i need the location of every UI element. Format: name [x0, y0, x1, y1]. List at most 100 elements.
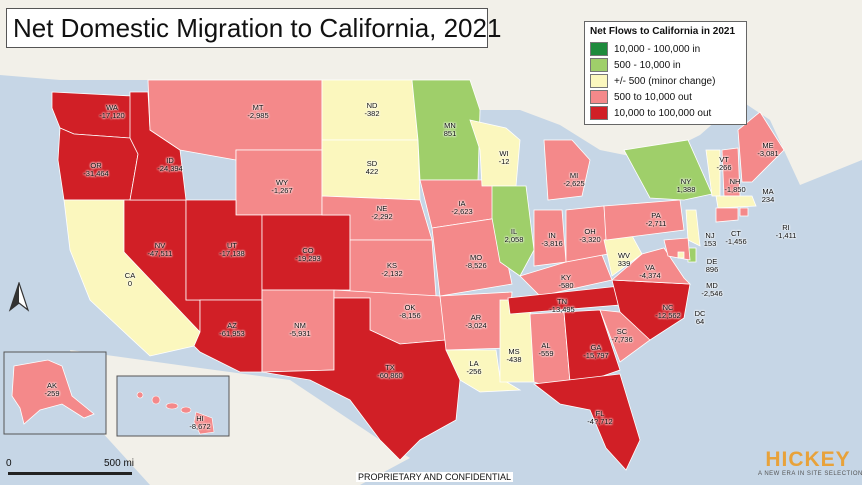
- state-label-ne: NE -2,292: [371, 205, 392, 221]
- state-value: -15,797: [583, 351, 609, 360]
- state-abbr: MA: [762, 187, 774, 196]
- state-value: 1,388: [676, 185, 696, 194]
- state-label-vt: VT -266: [716, 156, 731, 172]
- state-value: 2,058: [504, 235, 524, 244]
- state-label-nc: NC -12,562: [655, 304, 680, 320]
- state-abbr: KS: [386, 261, 397, 270]
- state-label-id: ID -24,394: [157, 157, 182, 173]
- state-value: 851: [443, 129, 457, 138]
- state-abbr: OR: [90, 161, 102, 170]
- state-value: -2,546: [701, 289, 723, 298]
- state-abbr: VA: [645, 263, 655, 272]
- state-abbr: HI: [196, 414, 204, 423]
- state-label-fl: FL -4?,712: [587, 410, 612, 426]
- state-value: -259: [44, 389, 60, 398]
- state-label-or: OR -31,464: [83, 162, 108, 178]
- state-label-dc: DC 64: [695, 310, 706, 326]
- state-label-nh: NH -1,850: [724, 178, 745, 194]
- legend-label: 500 - 10,000 in: [614, 59, 681, 71]
- state-abbr: NV: [154, 241, 166, 250]
- state-label-nj: NJ 153: [704, 232, 717, 248]
- state-label-la: LA -256: [466, 360, 481, 376]
- state-label-ny: NY 1,388: [677, 178, 696, 194]
- state-value: -3,081: [757, 149, 779, 158]
- legend-swatch: [590, 58, 608, 72]
- state-ky: [519, 249, 613, 297]
- state-abbr: UT: [227, 241, 237, 250]
- state-label-oh: OH -3,320: [579, 228, 600, 244]
- state-value: -4?,712: [587, 417, 613, 426]
- state-abbr: DC: [694, 309, 706, 318]
- hickey-logo: HICKEY A NEW ERA IN SITE SELECTION: [758, 448, 862, 478]
- state-value: -13,495: [549, 305, 575, 314]
- brand-tagline: A NEW ERA IN SITE SELECTION: [758, 471, 862, 477]
- state-value: -47,511: [147, 249, 173, 258]
- legend-item: 500 to 10,000 out: [590, 89, 741, 105]
- state-label-de: DE 896: [706, 258, 719, 274]
- alaska-shape: [11, 359, 95, 425]
- state-label-ma: MA 234: [762, 188, 775, 204]
- scale-bar: [8, 472, 132, 475]
- legend-swatch: [590, 106, 608, 120]
- state-ri: [739, 207, 749, 217]
- scale-zero-label: 0: [6, 458, 12, 469]
- state-value: 422: [365, 167, 379, 176]
- state-label-wa: WA -17,120: [99, 104, 124, 120]
- state-label-mi: MI -2,625: [563, 172, 584, 188]
- state-mo: [431, 217, 513, 297]
- legend-swatch: [590, 90, 608, 104]
- legend-swatch: [590, 42, 608, 56]
- state-label-pa: PA -2,711: [646, 212, 667, 228]
- state-label-sc: SC -7,736: [611, 328, 632, 344]
- confidential-notice: PROPRIETARY AND CONFIDENTIAL: [356, 472, 514, 482]
- state-abbr: IA: [458, 199, 466, 208]
- state-value: -61,953: [219, 329, 245, 338]
- legend-item: 10,000 - 100,000 in: [590, 41, 741, 57]
- legend-swatch: [590, 74, 608, 88]
- state-abbr: NJ: [705, 231, 715, 240]
- state-abbr: RI: [782, 223, 790, 232]
- state-ny: [623, 139, 713, 201]
- state-label-tn: TN -13,495: [549, 298, 574, 314]
- state-value: -3,816: [541, 239, 563, 248]
- state-abbr: CA: [124, 271, 136, 280]
- state-value: -3,024: [465, 321, 487, 330]
- state-value: -559: [538, 349, 554, 358]
- state-label-tx: TX -60,860: [377, 364, 402, 380]
- state-value: -12,562: [655, 311, 681, 320]
- state-label-ut: UT -17,138: [219, 242, 244, 258]
- state-label-ia: IA -2,623: [451, 200, 472, 216]
- state-mi: [543, 139, 591, 201]
- state-abbr: MI: [569, 171, 579, 180]
- state-nj: [685, 209, 701, 247]
- state-value: -31,464: [83, 169, 109, 178]
- state-value: -580: [558, 281, 574, 290]
- legend-label: 500 to 10,000 out: [614, 91, 692, 103]
- state-value: -382: [364, 109, 380, 118]
- state-value: -4,374: [639, 271, 661, 280]
- scale-end-label: 500 mi: [104, 458, 135, 469]
- legend-item: +/- 500 (minor change): [590, 73, 741, 89]
- state-abbr: NE: [376, 204, 388, 213]
- state-value: -8,526: [465, 261, 487, 270]
- state-label-ga: GA -15,797: [583, 344, 608, 360]
- state-value: -266: [716, 163, 732, 172]
- state-value: -2,711: [645, 219, 667, 228]
- state-label-nm: NM -5,931: [289, 322, 310, 338]
- brand-name: HICKEY: [765, 448, 851, 471]
- state-abbr: IN: [548, 231, 556, 240]
- state-label-va: VA -4,374: [639, 264, 660, 280]
- state-abbr: SD: [366, 159, 378, 168]
- state-abbr: TX: [385, 363, 395, 372]
- state-value: -17,138: [219, 249, 245, 258]
- state-abbr: AL: [541, 341, 551, 350]
- state-label-sd: SD 422: [366, 160, 379, 176]
- state-abbr: WA: [106, 103, 118, 112]
- state-fl: [532, 373, 641, 471]
- state-label-ks: KS -2,132: [381, 262, 402, 278]
- state-label-ky: KY -580: [558, 274, 573, 290]
- state-pa: [603, 199, 685, 241]
- state-abbr: OH: [584, 227, 596, 236]
- state-value: 234: [761, 195, 775, 204]
- state-value: -7,736: [611, 335, 633, 344]
